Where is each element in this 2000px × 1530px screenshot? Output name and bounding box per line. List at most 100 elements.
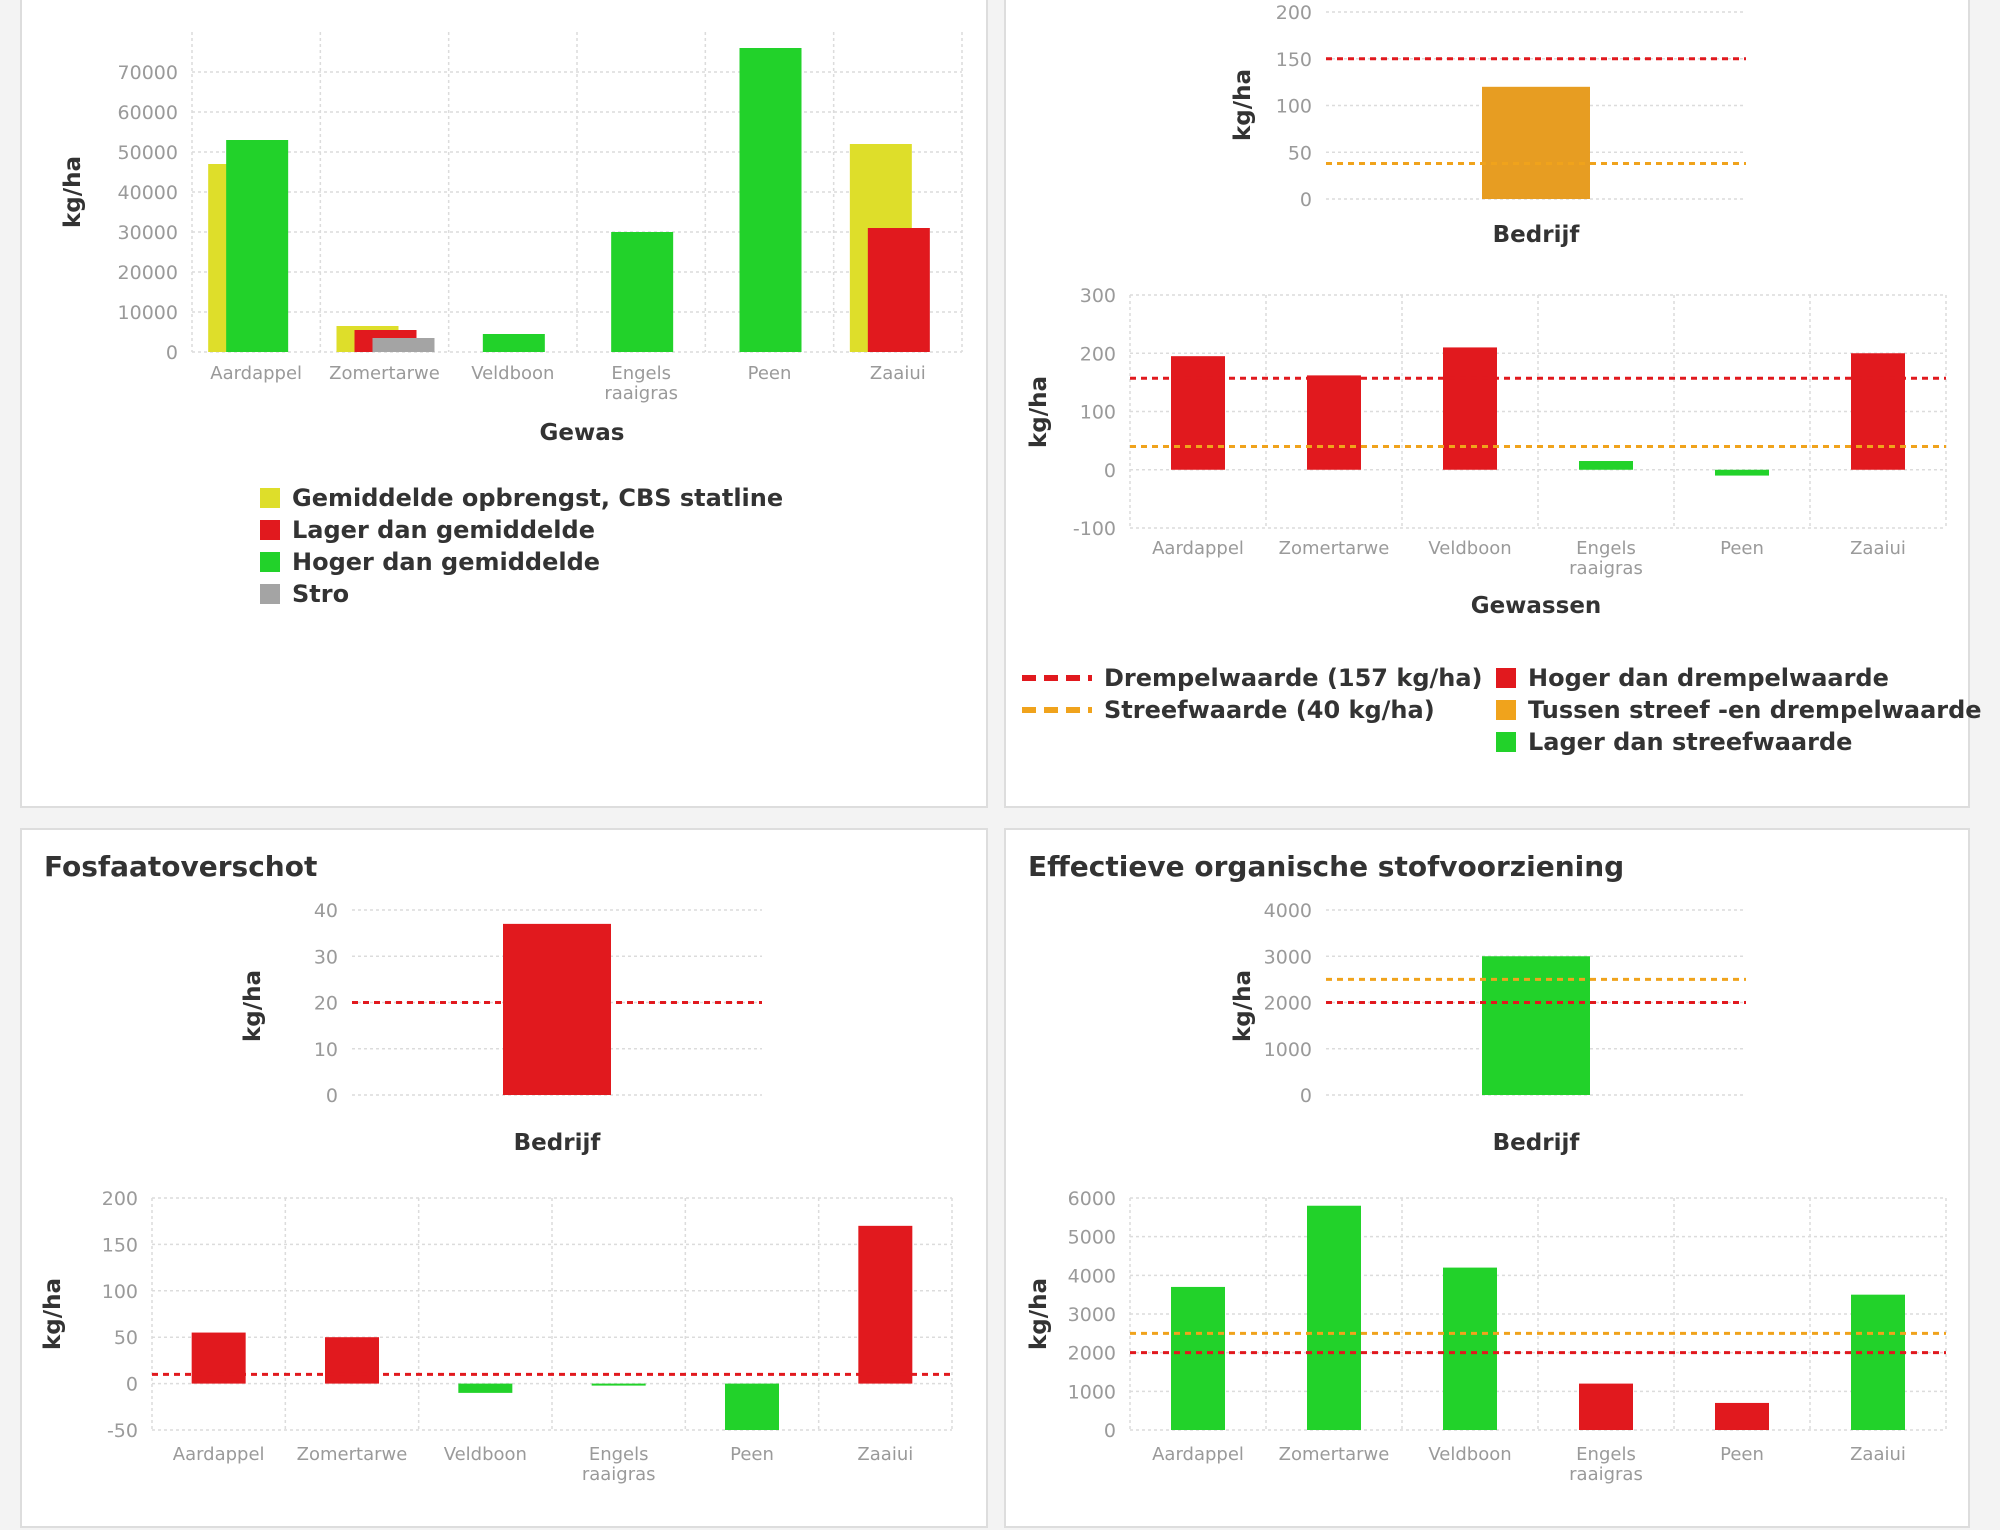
x-category-label: Veldboon: [1428, 1444, 1511, 1465]
bar-yield: [739, 48, 802, 352]
y-tick-label: 0: [126, 1374, 138, 1396]
y-tick-label: 10000: [118, 302, 178, 324]
x-category-label: Zaaiui: [1850, 1444, 1906, 1465]
legend-item: Tussen streef -en drempelwaarde: [1496, 694, 1982, 726]
x-axis-title: Gewas: [540, 420, 625, 446]
y-tick-label: 100: [1080, 402, 1116, 424]
bar-yield: [226, 140, 289, 352]
bar-yield: [867, 228, 930, 352]
nitrogen-box-legend: Hoger dan drempelwaarde Tussen streef -en…: [1496, 662, 1982, 758]
x-category-label: Engels: [1576, 1444, 1636, 1465]
y-tick-label: 1000: [1068, 1381, 1116, 1403]
legend-item: Drempelwaarde (157 kg/ha): [1022, 662, 1483, 694]
x-category-label: Zomertarwe: [329, 363, 440, 384]
bar: [1579, 1383, 1633, 1430]
legend-swatch: [260, 584, 280, 604]
bar: [325, 1337, 379, 1384]
y-tick-label: 50000: [118, 142, 178, 164]
y-tick-label: 60000: [118, 102, 178, 124]
y-axis-title: kg/ha: [240, 970, 266, 1042]
legend-swatch: [260, 552, 280, 572]
legend-item: Hoger dan gemiddelde: [260, 546, 783, 578]
y-tick-label: 6000: [1068, 1188, 1116, 1210]
y-axis-title: kg/ha: [1230, 69, 1256, 141]
x-category-label: Aardappel: [210, 363, 302, 384]
y-tick-label: 200: [1080, 343, 1116, 365]
bar: [1171, 1286, 1225, 1430]
bar: [1579, 461, 1633, 470]
y-tick-label: 100: [1276, 96, 1312, 118]
bar: [1715, 469, 1769, 476]
y-tick-label: 0: [1300, 1085, 1312, 1107]
y-axis-title: kg/ha: [60, 156, 86, 228]
x-category-label: Zaaiui: [870, 363, 926, 384]
x-category-label: Veldboon: [471, 363, 554, 384]
x-axis-title: Bedrijf: [514, 1130, 602, 1156]
legend-swatch: [1022, 707, 1092, 713]
phosphate-farm-chart: 0 10 20 30 40 Bedrijf kg/ha: [240, 900, 762, 1156]
y-tick-label: 2000: [1068, 1343, 1116, 1365]
y-tick-label: 150: [102, 1234, 138, 1256]
y-tick-label: 0: [1104, 460, 1116, 482]
legend-item: Streefwaarde (40 kg/ha): [1022, 694, 1483, 726]
y-tick-label: 4000: [1068, 1265, 1116, 1287]
panel-title: Fosfaatoverschot: [44, 850, 318, 883]
x-category-label: Engels: [1576, 538, 1636, 559]
x-category-label: raaigras: [1569, 1464, 1643, 1485]
y-axis-title: kg/ha: [1230, 970, 1256, 1042]
legend-label: Lager dan streefwaarde: [1528, 728, 1853, 756]
x-axis-title: Bedrijf: [1493, 1130, 1581, 1156]
bar-straw: [372, 338, 435, 352]
legend-item: Gemiddelde opbrengst, CBS statline: [260, 482, 783, 514]
y-tick-label: 0: [166, 342, 178, 364]
legend-label: Hoger dan drempelwaarde: [1528, 664, 1889, 692]
x-category-label: Aardappel: [173, 1444, 265, 1465]
legend-label: Tussen streef -en drempelwaarde: [1528, 696, 1982, 724]
bar: [458, 1383, 513, 1393]
organic-crops-chart: 0 1000 2000 3000 4000 5000 6000 Aardappel Zomert…: [1026, 1188, 1947, 1485]
x-category-label: Zomertarwe: [297, 1444, 408, 1465]
x-category-label: Zaaiui: [857, 1444, 913, 1465]
y-tick-label: 2000: [1264, 993, 1312, 1015]
x-category-label: Zomertarwe: [1279, 538, 1390, 559]
y-tick-label: 0: [326, 1085, 338, 1107]
y-tick-label: -50: [107, 1420, 138, 1442]
legend-label: Streefwaarde (40 kg/ha): [1104, 696, 1435, 724]
legend-item: Lager dan streefwaarde: [1496, 726, 1982, 758]
y-tick-label: -100: [1073, 518, 1116, 540]
yield-legend: Gemiddelde opbrengst, CBS statline Lager …: [260, 482, 783, 610]
yield-panel: 0 10000 20000 30000 40000 50000 60000 70000 Aard…: [20, 0, 988, 808]
bar: [725, 1383, 779, 1430]
y-axis-title: kg/ha: [1026, 376, 1052, 448]
bar: [1443, 1267, 1497, 1430]
bar: [1307, 1205, 1361, 1430]
bar: [1482, 86, 1590, 199]
yield-chart: 0 10000 20000 30000 40000 50000 60000 70000 Aard…: [60, 32, 963, 446]
legend-swatch: [260, 488, 280, 508]
y-tick-label: 50: [1288, 142, 1312, 164]
legend-swatch: [1022, 675, 1092, 681]
y-tick-label: 0: [1300, 189, 1312, 211]
y-tick-label: 30000: [118, 222, 178, 244]
y-tick-label: 3000: [1068, 1304, 1116, 1326]
x-category-label: raaigras: [604, 383, 678, 404]
y-tick-label: 20: [314, 993, 338, 1015]
y-tick-label: 3000: [1264, 946, 1312, 968]
x-category-label: Aardappel: [1152, 538, 1244, 559]
legend-label: Gemiddelde opbrengst, CBS statline: [292, 484, 784, 512]
y-tick-label: 1000: [1264, 1039, 1312, 1061]
legend-label: Hoger dan gemiddelde: [292, 548, 601, 576]
bar: [1851, 1294, 1905, 1430]
nitrogen-panel: 0 50 100 150 200 Bedrijf kg/ha -100 0 100 200 300 A…: [1004, 0, 1982, 808]
bar-yield: [482, 334, 545, 352]
y-tick-label: 20000: [118, 262, 178, 284]
y-tick-label: 10: [314, 1039, 338, 1061]
bar: [503, 923, 611, 1095]
phosphate-crops-chart: -50 0 50 100 150 200 Aardappel Zomertarwe Veldbo…: [40, 1188, 953, 1485]
legend-label: Lager dan gemiddelde: [292, 516, 595, 544]
legend-swatch: [1496, 668, 1516, 688]
bar: [1171, 356, 1225, 470]
x-category-label: Zaaiui: [1850, 538, 1906, 559]
legend-item: Hoger dan drempelwaarde: [1496, 662, 1982, 694]
y-tick-label: 150: [1276, 49, 1312, 71]
